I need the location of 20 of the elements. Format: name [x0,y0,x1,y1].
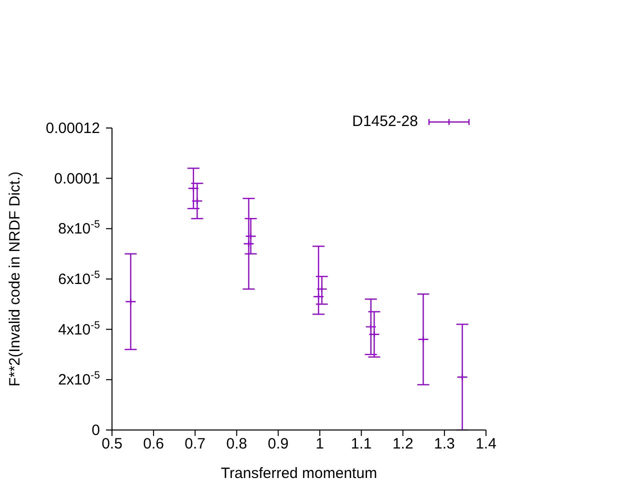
legend-label: D1452-28 [352,113,418,130]
x-tick-label: 1 [316,436,324,453]
x-axis-title: Transferred momentum [220,465,378,480]
x-tick-label: 1.3 [434,436,455,453]
y-tick-label: 0 [92,422,100,439]
y-tick-label: 8x10$^{-5}$ [58,218,100,238]
y-tick-label: 4x10$^{-5}$ [58,319,100,338]
x-tick-label: 0.8 [226,436,248,453]
x-tick-label: 0.7 [184,436,206,453]
x-tick-label: 0.6 [143,436,164,453]
x-tick-label: 1.1 [350,436,372,453]
y-tick-label: 0.00012 [46,120,100,137]
x-tick-label: 0.9 [268,436,289,453]
y-tick-label: 0.0001 [54,170,100,188]
x-tick-label: 0.5 [102,436,122,453]
y-tick-label: 2x10$^{-5}$ [58,370,100,389]
y-axis-title: F**2(Invalid code in NRDF Dict.) [6,171,24,387]
x-tick-label: 1.4 [476,436,496,453]
y-tick-label: 6x10$^{-5}$ [58,269,100,288]
x-tick-label: 1.2 [392,436,414,453]
